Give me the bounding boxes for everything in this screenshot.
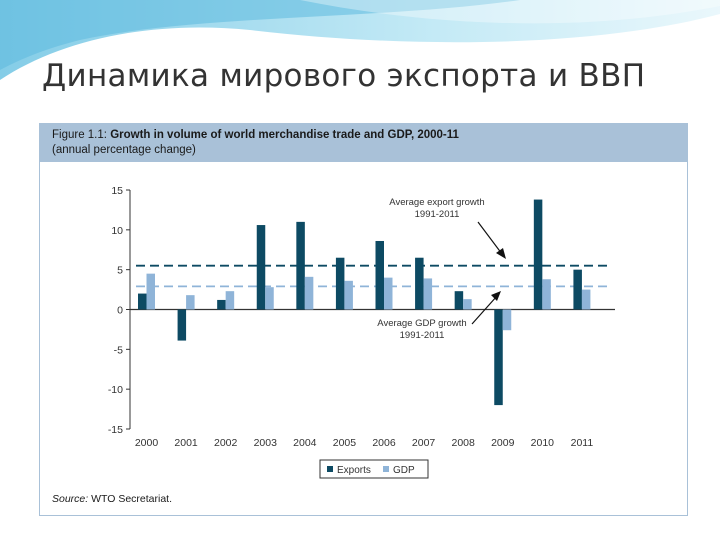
bar-chart: 15 10 5 0 -5 -10 -15 2000 2001 2002 2003 2004 2005 20…	[108, 185, 615, 479]
gdp-bar	[186, 295, 195, 310]
gdp-bar	[542, 279, 551, 310]
x-tick-label: 2011	[571, 437, 594, 449]
y-tick-label: -5	[114, 344, 123, 356]
annotation-gdp-line1: Average GDP growth	[377, 318, 466, 329]
y-tick-label: -10	[108, 384, 123, 396]
annotation-export-line1: Average export growth	[389, 197, 484, 208]
exports-bar	[138, 293, 147, 310]
exports-bar	[335, 257, 345, 310]
gdp-bar	[225, 291, 235, 310]
annotation-gdp-arrowhead	[491, 291, 501, 301]
exports-bar	[217, 299, 226, 310]
x-tick-label: 2007	[412, 437, 436, 449]
figure-panel: Figure 1.1: Growth in volume of world me…	[39, 123, 688, 516]
gdp-bar	[304, 276, 314, 310]
y-tick-label: -15	[108, 424, 123, 436]
x-tick-label: 2004	[293, 437, 317, 449]
exports-bar	[533, 199, 543, 310]
figure-subtitle: (annual percentage change)	[52, 144, 196, 156]
annotation-export-arrowhead	[496, 248, 506, 259]
x-tick-label: 2000	[135, 437, 159, 449]
x-tick-label: 2006	[372, 437, 396, 449]
x-tick-label: 2009	[491, 437, 515, 449]
x-tick-label: 2002	[214, 437, 238, 449]
x-tick-label: 2003	[254, 437, 278, 449]
exports-bar	[454, 291, 464, 310]
slide-title: Динамика мирового экспорта и ВВП	[42, 58, 646, 94]
gdp-bar	[423, 278, 433, 310]
figure-label: Figure 1.1:	[52, 129, 107, 141]
exports-bar	[415, 257, 424, 310]
gdp-bar	[502, 309, 512, 331]
annotation-export-line2: 1991-2011	[415, 209, 460, 220]
legend-gdp-swatch	[383, 466, 389, 472]
annotation-export-arrow	[477, 221, 503, 255]
y-tick-label: 15	[111, 185, 123, 197]
source-line: Source: WTO Secretariat.	[52, 493, 172, 505]
x-tick-label: 2005	[333, 437, 357, 449]
gdp-bar	[463, 299, 472, 310]
header-wave-decoration	[0, 0, 720, 80]
exports-bar	[256, 225, 266, 310]
exports-bar	[573, 269, 582, 310]
figure-header: Figure 1.1: Growth in volume of world me…	[40, 124, 687, 162]
exports-bar	[494, 309, 503, 406]
gdp-bar	[384, 277, 393, 310]
annotation-gdp-arrow	[471, 295, 498, 325]
y-tick-label: 0	[117, 305, 123, 317]
figure-title: Growth in volume of world merchandise tr…	[110, 129, 459, 141]
y-tick-label: 5	[117, 265, 123, 277]
gdp-bar	[581, 289, 591, 310]
legend-exports-label: Exports	[337, 465, 371, 476]
exports-bar	[177, 309, 187, 341]
x-tick-label: 2008	[451, 437, 475, 449]
source-text: WTO Secretariat.	[91, 493, 173, 505]
figure-caption: Figure 1.1: Growth in volume of world me…	[52, 128, 459, 158]
source-label: Source:	[52, 493, 89, 505]
x-tick-label: 2001	[174, 437, 198, 449]
gdp-bar	[265, 287, 274, 310]
x-tick-label: 2010	[531, 437, 555, 449]
legend-exports-swatch	[327, 466, 333, 472]
legend-gdp-label: GDP	[393, 465, 415, 476]
legend-box	[319, 459, 429, 479]
gdp-bar	[344, 280, 353, 310]
annotation-gdp-line2: 1991-2011	[400, 330, 445, 341]
y-tick-label: 10	[111, 225, 123, 237]
exports-bar	[375, 240, 384, 310]
gdp-bar	[146, 273, 155, 310]
exports-bar	[296, 221, 305, 310]
